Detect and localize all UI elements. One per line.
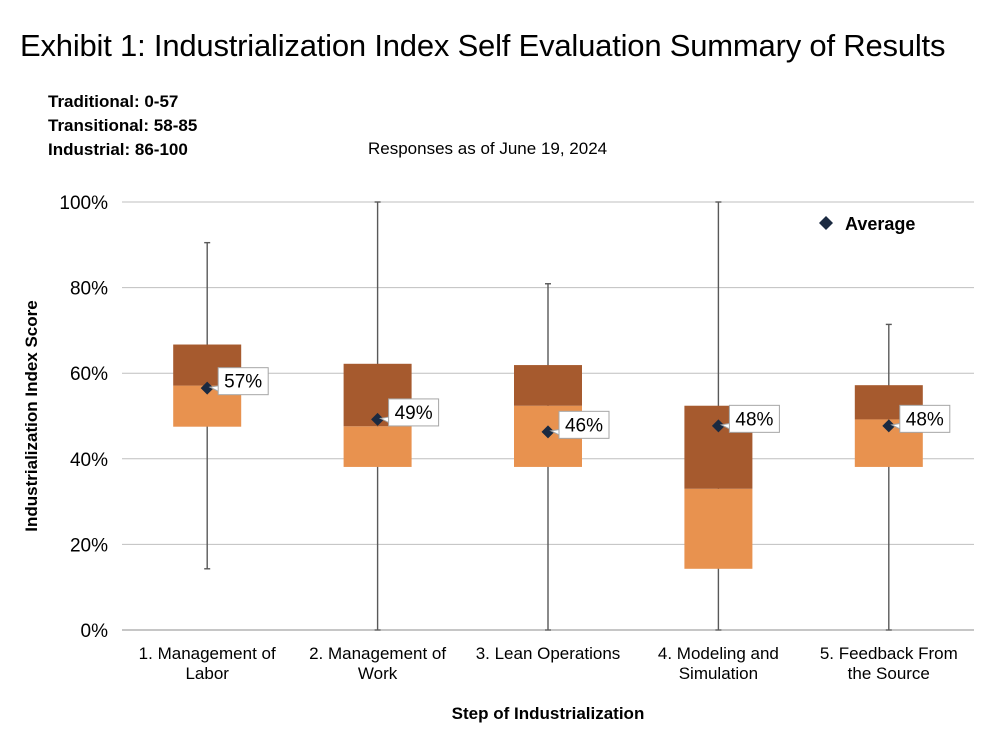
x-tick-label: 4. Modeling and xyxy=(658,644,779,663)
y-tick-label: 100% xyxy=(59,193,108,214)
average-label: 48% xyxy=(735,409,773,430)
x-tick-label: the Source xyxy=(848,664,930,683)
callout-box xyxy=(558,410,610,439)
average-marker xyxy=(711,419,725,433)
y-tick-label: 20% xyxy=(70,535,108,556)
average-label: 49% xyxy=(395,403,433,424)
range-traditional: Traditional: 0-57 xyxy=(48,92,179,111)
chart-title: Exhibit 1: Industrialization Index Self … xyxy=(20,28,946,63)
x-tick-label: Simulation xyxy=(679,664,758,683)
average-label: 57% xyxy=(224,372,262,393)
callout-box xyxy=(899,404,951,433)
callout-box xyxy=(388,398,440,427)
callout-box xyxy=(728,404,780,433)
box-lower xyxy=(343,426,412,467)
average-marker xyxy=(541,425,555,439)
x-tick-label: 1. Management of xyxy=(139,644,276,663)
x-tick-label: Work xyxy=(358,664,398,683)
average-marker xyxy=(882,419,896,433)
y-axis-label: Industrialization Index Score xyxy=(22,300,41,531)
y-tick-label: 0% xyxy=(81,621,109,642)
range-transitional: Transitional: 58-85 xyxy=(48,116,198,135)
callout-box xyxy=(217,367,269,396)
legend-marker xyxy=(819,216,833,230)
range-industrial: Industrial: 86-100 xyxy=(48,140,188,159)
box-upper xyxy=(514,365,582,406)
average-label: 48% xyxy=(906,409,944,430)
x-tick-label: 2. Management of xyxy=(309,644,446,663)
y-tick-label: 80% xyxy=(70,279,108,300)
average-marker xyxy=(371,412,385,426)
x-tick-label: Labor xyxy=(185,664,229,683)
x-tick-label: 3. Lean Operations xyxy=(476,644,621,663)
x-axis-label: Step of Industrialization xyxy=(452,704,645,723)
responses-note: Responses as of June 19, 2024 xyxy=(368,139,608,158)
average-marker xyxy=(200,381,214,395)
y-tick-label: 60% xyxy=(70,364,108,385)
legend-label: Average xyxy=(845,214,915,234)
y-tick-label: 40% xyxy=(70,450,108,471)
box-lower xyxy=(684,488,753,569)
average-label: 46% xyxy=(565,415,603,436)
x-tick-label: 5. Feedback From xyxy=(820,644,958,663)
